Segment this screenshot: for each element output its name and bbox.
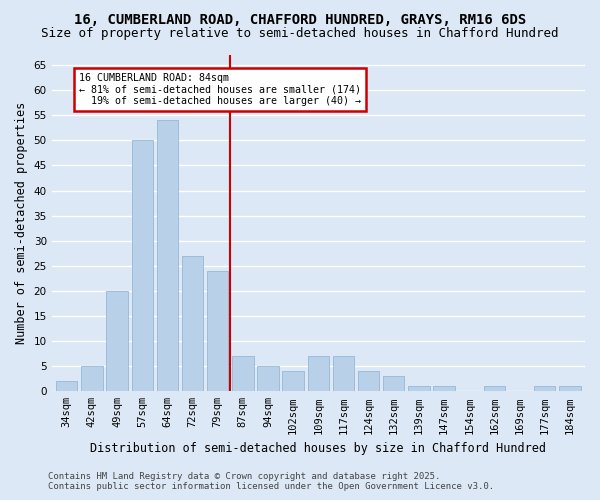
Text: 16 CUMBERLAND ROAD: 84sqm
← 81% of semi-detached houses are smaller (174)
  19% : 16 CUMBERLAND ROAD: 84sqm ← 81% of semi-… [79,72,361,106]
Bar [484,386,505,392]
Text: 16, CUMBERLAND ROAD, CHAFFORD HUNDRED, GRAYS, RM16 6DS: 16, CUMBERLAND ROAD, CHAFFORD HUNDRED, G… [74,12,526,26]
Bar [81,366,103,392]
Bar [283,371,304,392]
X-axis label: Distribution of semi-detached houses by size in Chafford Hundred: Distribution of semi-detached houses by … [91,442,547,455]
Bar [333,356,354,392]
Bar [157,120,178,392]
Bar [383,376,404,392]
Bar [182,256,203,392]
Bar [131,140,153,392]
Bar [257,366,279,392]
Bar [408,386,430,392]
Bar [207,271,229,392]
Bar [534,386,556,392]
Bar [433,386,455,392]
Bar [358,371,379,392]
Bar [308,356,329,392]
Bar [106,291,128,392]
Bar [56,382,77,392]
Text: Size of property relative to semi-detached houses in Chafford Hundred: Size of property relative to semi-detach… [41,28,559,40]
Y-axis label: Number of semi-detached properties: Number of semi-detached properties [15,102,28,344]
Text: Contains HM Land Registry data © Crown copyright and database right 2025.
Contai: Contains HM Land Registry data © Crown c… [48,472,494,491]
Bar [232,356,254,392]
Bar [559,386,581,392]
